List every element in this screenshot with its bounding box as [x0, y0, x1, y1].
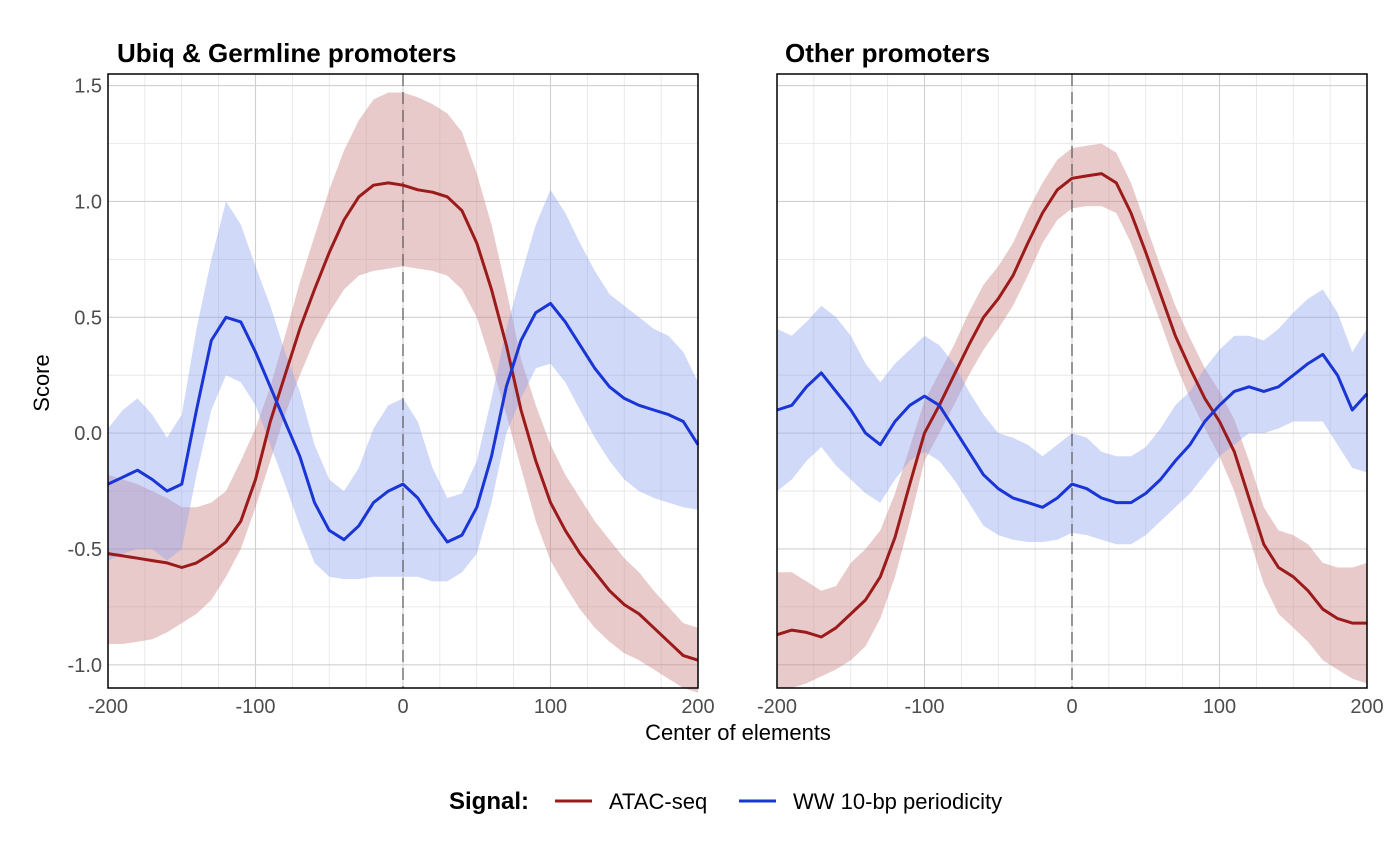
y-tick-label: 1.5 — [74, 76, 102, 98]
x-tick-labels: -200 -100 0 100 200 — [757, 696, 1384, 718]
confidence-bands — [777, 143, 1367, 688]
x-tick-label: -200 — [757, 696, 797, 718]
panel-title: Other promoters — [785, 38, 990, 68]
y-axis-title: Score — [29, 354, 54, 411]
panel-title: Ubiq & Germline promoters — [117, 38, 457, 68]
panel-border — [107, 73, 699, 689]
y-tick-label: -0.5 — [68, 539, 102, 561]
y-tick-label: 1.0 — [74, 191, 102, 213]
band-ww-periodicity — [777, 289, 1367, 545]
legend-label-atac-seq: ATAC-seq — [609, 789, 707, 814]
line-atac-seq — [776, 172, 1367, 639]
series-lines — [776, 172, 1369, 639]
x-tick-label: -100 — [904, 696, 944, 718]
series-lines — [107, 181, 700, 662]
y-tick-labels: -1.0 -0.5 0.0 0.5 1.0 1.5 — [68, 76, 102, 677]
legend-label-ww-periodicity: WW 10-bp periodicity — [793, 789, 1002, 814]
line-atac-seq — [107, 181, 699, 662]
x-tick-label: 0 — [1066, 696, 1077, 718]
y-tick-label: -1.0 — [68, 655, 102, 677]
panel-border — [776, 73, 1368, 689]
y-tick-label: 0.5 — [74, 307, 102, 329]
x-tick-labels: -200 -100 0 100 200 — [88, 696, 715, 718]
x-tick-label: 200 — [1350, 696, 1383, 718]
x-tick-label: -200 — [88, 696, 128, 718]
y-tick-label: 0.0 — [74, 423, 102, 445]
legend: Signal: ATAC-seq WW 10-bp periodicity — [449, 788, 1002, 815]
band-ww-periodicity — [108, 189, 698, 582]
confidence-bands — [108, 92, 698, 693]
band-atac-seq — [108, 92, 698, 693]
panel-ubiq-germline: Ubiq & Germline promoters -200 -100 0 100 20… — [68, 38, 715, 718]
legend-title: Signal: — [449, 788, 529, 815]
x-tick-label: 200 — [681, 696, 714, 718]
panel-other-promoters: Other promoters -200 -100 0 100 200 — [757, 38, 1384, 718]
x-tick-label: -100 — [235, 696, 275, 718]
line-ww-periodicity — [776, 352, 1369, 509]
line-ww-periodicity — [107, 301, 700, 544]
x-axis-title: Center of elements — [645, 720, 831, 745]
x-tick-label: 100 — [1203, 696, 1236, 718]
x-tick-label: 100 — [534, 696, 567, 718]
x-tick-label: 0 — [397, 696, 408, 718]
band-atac-seq — [777, 143, 1367, 688]
